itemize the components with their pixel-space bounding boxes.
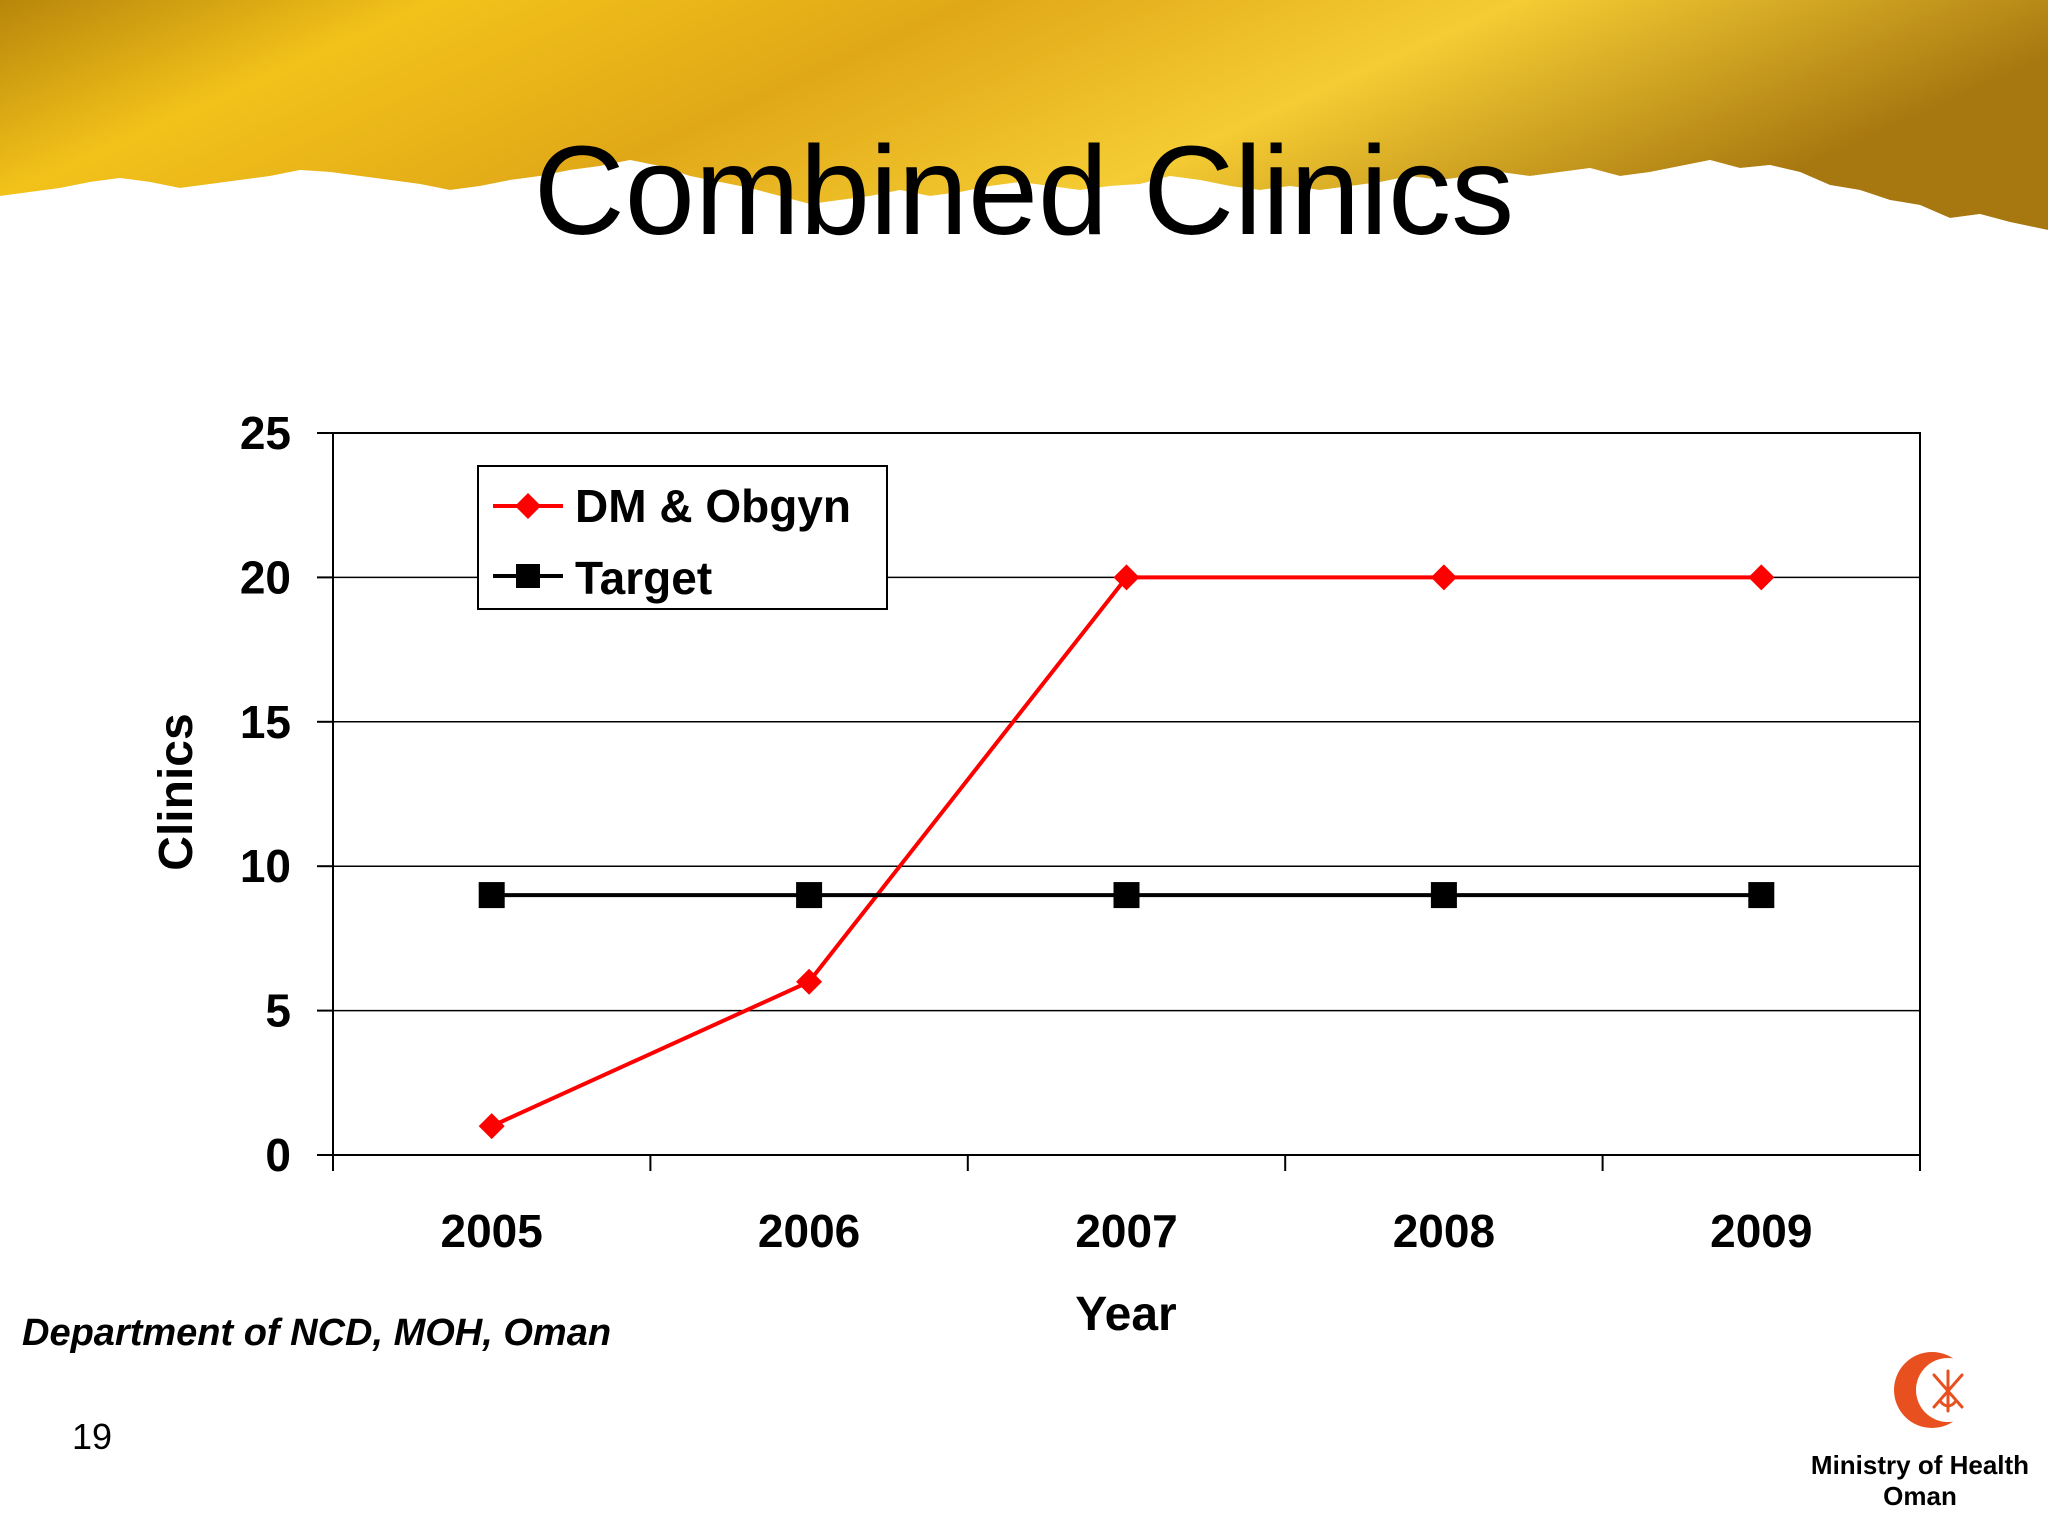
data-point-diamond (1430, 564, 1457, 591)
slide-title: Combined Clinics (533, 120, 1515, 261)
series (478, 564, 1775, 1140)
x-tick-label: 2006 (758, 1205, 860, 1257)
legend-box (477, 465, 888, 610)
data-point-square (796, 882, 823, 909)
legend: DM & Obgyn Target (477, 465, 888, 610)
x-tick-label: 2009 (1710, 1205, 1812, 1257)
y-tick-label: 5 (265, 985, 291, 1037)
series-line-0 (490, 575, 1762, 1128)
data-point-diamond (478, 1113, 505, 1140)
plot-area (332, 432, 1921, 1156)
x-tick-label: 2008 (1393, 1205, 1495, 1257)
org-name-line1: Ministry of Health (1810, 1450, 2030, 1480)
data-point-square (478, 882, 505, 909)
x-tick-label: 2005 (441, 1205, 543, 1257)
x-axis-ticks: 2005 2006 2007 2008 2009 (332, 1155, 1921, 1257)
legend-marker-dm (515, 493, 541, 519)
x-axis-title: Year (1075, 1288, 1176, 1341)
y-axis-ticks: 0 5 10 15 20 25 (240, 407, 333, 1181)
data-point-diamond (796, 968, 823, 995)
org-name-line2: Oman (1883, 1481, 1957, 1512)
x-tick-label: 2007 (1075, 1205, 1177, 1257)
legend-label-target: Target (575, 552, 712, 604)
ministry-crescent-logo-icon (1894, 1352, 1980, 1428)
data-point-square (1430, 882, 1457, 909)
torn-paper-banner (0, 0, 2048, 242)
y-axis-title: Clinics (150, 713, 203, 870)
y-tick-label: 15 (240, 696, 291, 748)
data-point-diamond (1113, 564, 1140, 591)
organization-name: Ministry of Health Oman (1800, 1450, 2040, 1512)
data-point-square (1748, 882, 1775, 909)
y-tick-label: 10 (240, 840, 291, 892)
gridlines (333, 576, 1920, 1012)
source-note: Department of NCD, MOH, Oman (22, 1312, 612, 1354)
y-tick-label: 20 (240, 551, 291, 603)
y-tick-label: 0 (265, 1129, 291, 1181)
data-point-square (1113, 882, 1140, 909)
y-tick-label: 25 (240, 407, 291, 459)
legend-label-dm: DM & Obgyn (575, 480, 851, 532)
page-number: 19 (72, 1416, 113, 1457)
data-point-diamond (1748, 564, 1775, 591)
legend-marker-target (516, 564, 540, 588)
